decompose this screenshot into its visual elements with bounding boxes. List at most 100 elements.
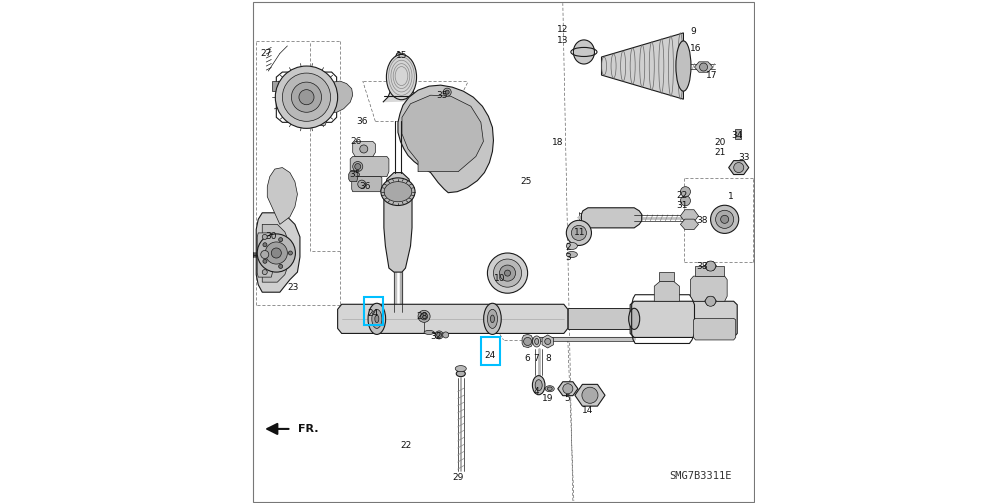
Bar bbox=[481, 338, 500, 365]
Polygon shape bbox=[267, 167, 297, 224]
Ellipse shape bbox=[381, 178, 415, 206]
Text: 31: 31 bbox=[676, 201, 688, 210]
Text: 11: 11 bbox=[574, 228, 586, 237]
Text: SMG7B3311E: SMG7B3311E bbox=[670, 471, 732, 481]
Circle shape bbox=[359, 145, 368, 153]
Text: 32: 32 bbox=[430, 332, 441, 341]
Circle shape bbox=[700, 63, 708, 71]
Circle shape bbox=[262, 234, 267, 239]
Circle shape bbox=[493, 259, 522, 287]
Circle shape bbox=[706, 261, 716, 271]
Circle shape bbox=[291, 82, 321, 112]
Ellipse shape bbox=[535, 339, 539, 344]
Polygon shape bbox=[694, 319, 736, 340]
Circle shape bbox=[279, 265, 283, 269]
Polygon shape bbox=[542, 335, 554, 348]
Ellipse shape bbox=[483, 303, 501, 335]
Ellipse shape bbox=[490, 315, 494, 323]
Polygon shape bbox=[660, 272, 675, 281]
Polygon shape bbox=[337, 304, 568, 334]
Circle shape bbox=[563, 384, 573, 394]
Text: 36: 36 bbox=[356, 117, 368, 126]
Text: 21: 21 bbox=[714, 148, 725, 157]
Ellipse shape bbox=[424, 331, 434, 335]
Text: 10: 10 bbox=[493, 274, 506, 283]
Circle shape bbox=[299, 90, 314, 105]
Text: 2: 2 bbox=[566, 243, 571, 253]
Circle shape bbox=[352, 161, 363, 171]
Polygon shape bbox=[705, 262, 717, 271]
Text: 7: 7 bbox=[534, 354, 539, 363]
Ellipse shape bbox=[533, 336, 541, 347]
Text: 9: 9 bbox=[691, 27, 697, 36]
Polygon shape bbox=[352, 142, 376, 157]
Ellipse shape bbox=[487, 309, 497, 329]
Polygon shape bbox=[729, 161, 749, 174]
Polygon shape bbox=[630, 301, 737, 338]
Polygon shape bbox=[398, 85, 493, 193]
Ellipse shape bbox=[384, 181, 412, 202]
Polygon shape bbox=[383, 52, 421, 102]
Circle shape bbox=[421, 313, 428, 320]
Text: 3: 3 bbox=[566, 253, 571, 262]
Polygon shape bbox=[351, 176, 382, 192]
Text: 27: 27 bbox=[261, 49, 272, 58]
Polygon shape bbox=[384, 172, 412, 272]
Text: 38: 38 bbox=[696, 216, 708, 225]
Circle shape bbox=[487, 253, 528, 293]
Polygon shape bbox=[257, 233, 272, 277]
Ellipse shape bbox=[368, 303, 386, 335]
Ellipse shape bbox=[455, 365, 466, 371]
Text: 25: 25 bbox=[521, 177, 532, 186]
Text: 26: 26 bbox=[350, 137, 362, 146]
Text: 18: 18 bbox=[552, 138, 564, 147]
Circle shape bbox=[706, 296, 716, 306]
Polygon shape bbox=[350, 157, 389, 176]
Text: 38: 38 bbox=[696, 262, 708, 271]
Text: 1: 1 bbox=[728, 192, 733, 201]
Circle shape bbox=[445, 90, 449, 94]
Polygon shape bbox=[402, 95, 483, 171]
Circle shape bbox=[357, 180, 366, 188]
Circle shape bbox=[354, 163, 361, 169]
Polygon shape bbox=[522, 335, 533, 347]
Ellipse shape bbox=[676, 41, 691, 91]
Text: 35: 35 bbox=[436, 91, 448, 100]
Circle shape bbox=[681, 196, 691, 206]
Polygon shape bbox=[262, 224, 288, 282]
Polygon shape bbox=[326, 81, 352, 112]
Circle shape bbox=[443, 332, 449, 338]
Circle shape bbox=[681, 186, 691, 197]
Text: 34: 34 bbox=[731, 131, 743, 140]
Text: 30: 30 bbox=[266, 232, 277, 241]
Polygon shape bbox=[691, 276, 727, 301]
Text: 4: 4 bbox=[534, 387, 539, 396]
Ellipse shape bbox=[573, 40, 594, 64]
Text: 12: 12 bbox=[557, 25, 569, 34]
Text: 13: 13 bbox=[557, 36, 569, 45]
Ellipse shape bbox=[456, 370, 465, 376]
Ellipse shape bbox=[387, 54, 417, 100]
Text: 14: 14 bbox=[582, 406, 593, 415]
Circle shape bbox=[734, 162, 744, 172]
Text: 23: 23 bbox=[288, 283, 299, 292]
Circle shape bbox=[263, 243, 267, 247]
Circle shape bbox=[262, 270, 267, 275]
Circle shape bbox=[261, 250, 269, 259]
Polygon shape bbox=[256, 213, 300, 292]
Circle shape bbox=[443, 88, 451, 96]
Circle shape bbox=[437, 333, 442, 338]
Text: 22: 22 bbox=[400, 441, 411, 450]
Ellipse shape bbox=[545, 386, 554, 392]
Circle shape bbox=[282, 73, 330, 121]
Ellipse shape bbox=[566, 242, 577, 249]
Circle shape bbox=[418, 310, 430, 323]
Circle shape bbox=[571, 225, 586, 240]
Circle shape bbox=[275, 66, 337, 129]
Polygon shape bbox=[601, 33, 684, 99]
Circle shape bbox=[505, 270, 511, 276]
Circle shape bbox=[566, 220, 591, 245]
Circle shape bbox=[499, 265, 516, 281]
Bar bbox=[272, 81, 280, 91]
Polygon shape bbox=[316, 112, 326, 125]
